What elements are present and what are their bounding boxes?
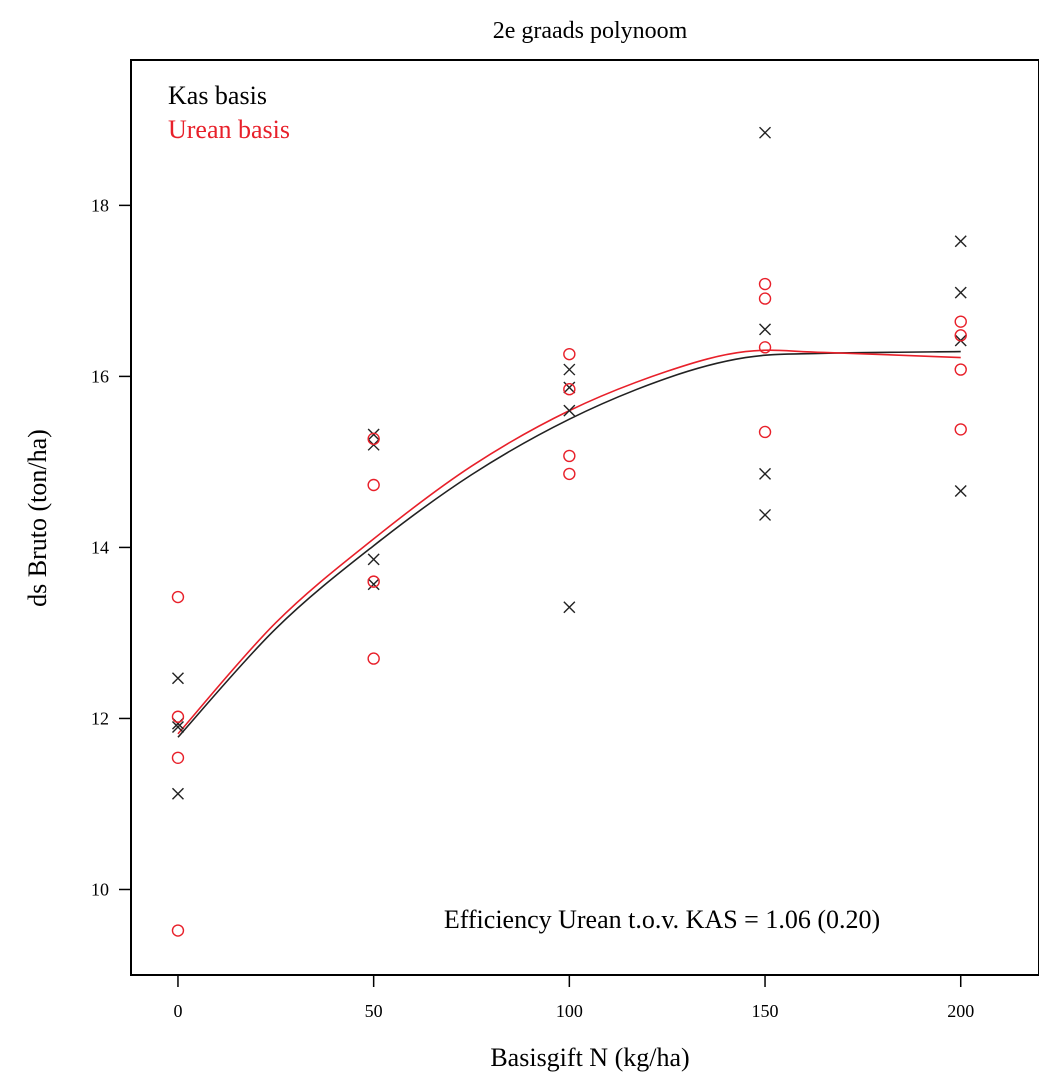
data-point-kas — [367, 553, 380, 566]
legend-entry-kas: Kas basis — [168, 81, 267, 110]
data-point-urean — [171, 924, 185, 937]
x-tick-label: 0 — [173, 1001, 182, 1021]
fit-line-urean — [177, 349, 961, 735]
chart-title: 2e graads polynoom — [493, 18, 688, 44]
data-point-kas — [759, 508, 772, 521]
data-point-urean — [954, 315, 967, 328]
x-tick-label: 200 — [947, 1001, 974, 1021]
x-axis-label: Basisgift N (kg/ha) — [490, 1043, 689, 1072]
data-point-kas — [171, 672, 184, 685]
data-point-kas — [954, 286, 967, 299]
data-point-kas — [954, 484, 967, 497]
x-tick-label: 50 — [365, 1001, 383, 1021]
data-point-kas — [367, 428, 380, 441]
data-point-urean — [954, 423, 967, 436]
data-point-kas — [954, 235, 967, 248]
y-axis-label: ds Bruto (ton/ha) — [23, 429, 52, 607]
y-tick-label: 18 — [91, 195, 109, 215]
data-point-urean — [758, 277, 772, 291]
legend-entry-urean: Urean basis — [168, 115, 290, 144]
data-point-urean — [171, 590, 185, 604]
data-point-kas — [759, 323, 772, 336]
data-point-urean — [563, 449, 576, 463]
data-point-urean — [171, 751, 185, 764]
data-point-urean — [367, 652, 380, 665]
data-point-kas — [563, 381, 576, 394]
data-point-kas — [171, 721, 184, 734]
data-point-urean — [954, 329, 967, 342]
data-point-kas — [563, 601, 576, 614]
efficiency-annotation: Efficiency Urean t.o.v. KAS = 1.06 (0.20… — [444, 905, 880, 934]
y-tick-label: 12 — [91, 708, 109, 728]
plot-frame — [130, 59, 1039, 976]
data-point-urean — [563, 347, 576, 361]
data-points — [171, 126, 967, 937]
data-point-kas — [563, 404, 576, 417]
data-point-urean — [758, 292, 772, 305]
x-tick-label: 100 — [556, 1001, 583, 1021]
data-point-urean — [758, 425, 772, 439]
data-point-urean — [367, 432, 380, 446]
data-point-urean — [367, 478, 380, 492]
data-point-kas — [759, 126, 772, 139]
data-point-kas — [367, 578, 380, 591]
data-point-urean — [367, 575, 380, 588]
data-point-urean — [171, 710, 185, 723]
data-point-urean — [758, 341, 772, 354]
y-tick-label: 10 — [91, 879, 109, 899]
x-tick-label: 150 — [752, 1001, 779, 1021]
fit-lines — [177, 349, 961, 738]
data-point-urean — [563, 467, 576, 481]
data-point-kas — [563, 363, 576, 376]
y-tick-label: 14 — [91, 537, 109, 557]
y-axis: 10 12 14 16 18 — [91, 195, 131, 899]
data-point-kas — [759, 467, 772, 480]
fit-line-kas — [177, 350, 961, 738]
y-tick-label: 16 — [91, 366, 109, 386]
x-axis: 0 50 100 150 200 — [173, 975, 974, 1021]
data-point-urean — [954, 363, 967, 376]
data-point-urean — [563, 383, 576, 396]
data-point-kas — [171, 787, 184, 800]
